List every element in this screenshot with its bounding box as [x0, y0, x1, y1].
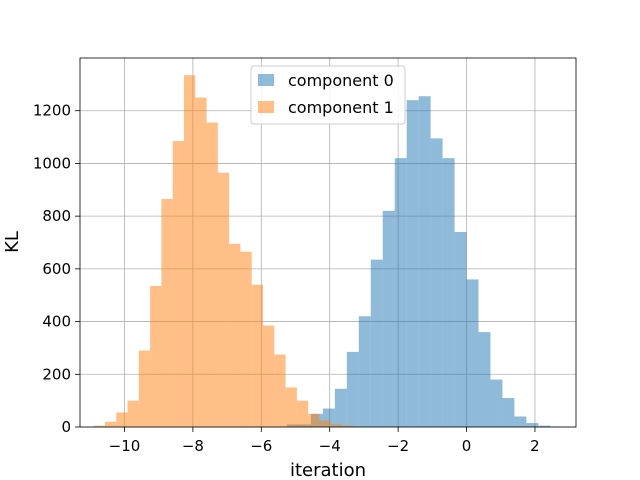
bar-component-1: [342, 425, 354, 427]
bar-component-0: [538, 425, 551, 427]
bar-component-0: [454, 231, 467, 427]
y-tick-label: 1000: [33, 154, 71, 172]
y-tick-label: 600: [42, 260, 71, 278]
bar-component-0: [526, 423, 539, 427]
legend-label-component-0: component 0: [288, 71, 394, 90]
bar-component-1: [274, 354, 286, 427]
bar-component-0: [430, 138, 443, 427]
bar-component-1: [240, 251, 252, 427]
plot-frame: [79, 57, 577, 428]
x-tick-label: −6: [250, 437, 272, 455]
y-tick-label: 0: [61, 418, 71, 436]
x-axis-label: iteration: [290, 460, 366, 480]
bar-component-1: [285, 387, 297, 427]
bar-component-0: [466, 279, 479, 427]
y-tick-label: 800: [42, 207, 71, 225]
x-tick-label: −4: [319, 437, 341, 455]
x-tick-label: 0: [462, 437, 472, 455]
bar-component-1: [206, 122, 218, 427]
bar-component-1: [296, 400, 309, 427]
x-tick-label: −8: [182, 437, 204, 455]
bar-component-0: [418, 96, 431, 427]
bar-component-1: [127, 400, 139, 427]
bar-component-1: [263, 325, 275, 427]
y-tick-label: 400: [42, 313, 71, 331]
bar-component-1: [183, 75, 196, 427]
y-tick-label: 200: [42, 365, 71, 383]
histogram-bars: [93, 75, 563, 428]
bar-component-0: [490, 379, 503, 427]
legend-swatch-component-1: [258, 101, 274, 113]
bar-component-0: [406, 100, 419, 428]
bar-component-1: [161, 199, 173, 427]
bar-component-0: [442, 158, 455, 427]
bar-component-0: [358, 316, 371, 427]
bar-component-1: [172, 141, 184, 427]
legend: component 0 component 1: [250, 65, 406, 125]
bar-component-1: [195, 97, 207, 428]
x-tick-label: −2: [387, 437, 409, 455]
x-tick-label: −10: [109, 437, 141, 455]
x-tick-label: 2: [530, 437, 540, 455]
bar-component-1: [104, 421, 117, 427]
bar-component-0: [394, 158, 407, 427]
bar-component-1: [150, 285, 162, 427]
bar-component-1: [116, 412, 128, 427]
bar-component-1: [93, 425, 105, 427]
bar-component-1: [308, 413, 320, 427]
bar-component-1: [319, 420, 331, 427]
bar-component-1: [138, 350, 151, 427]
bar-component-0: [478, 332, 491, 427]
y-axis-label: KL: [2, 231, 23, 253]
legend-frame: [250, 65, 406, 125]
bar-component-0: [334, 388, 347, 427]
bar-component-1: [251, 284, 264, 427]
y-tick-label: 1200: [33, 102, 71, 120]
bar-component-0: [502, 398, 515, 427]
bar-component-0: [322, 408, 335, 427]
bar-component-0: [514, 416, 527, 427]
bar-component-0: [382, 210, 395, 427]
bar-component-0: [370, 259, 383, 427]
bar-component-1: [217, 172, 230, 427]
bar-component-0: [346, 351, 359, 427]
legend-label-component-1: component 1: [288, 98, 394, 117]
bar-component-1: [229, 243, 241, 427]
axis-ticks: −10 −8 −6 −4 −2 0 2 0 200 400 600 800 1000 1200: [33, 102, 540, 455]
bar-component-1: [330, 424, 343, 427]
legend-swatch-component-0: [258, 74, 274, 86]
